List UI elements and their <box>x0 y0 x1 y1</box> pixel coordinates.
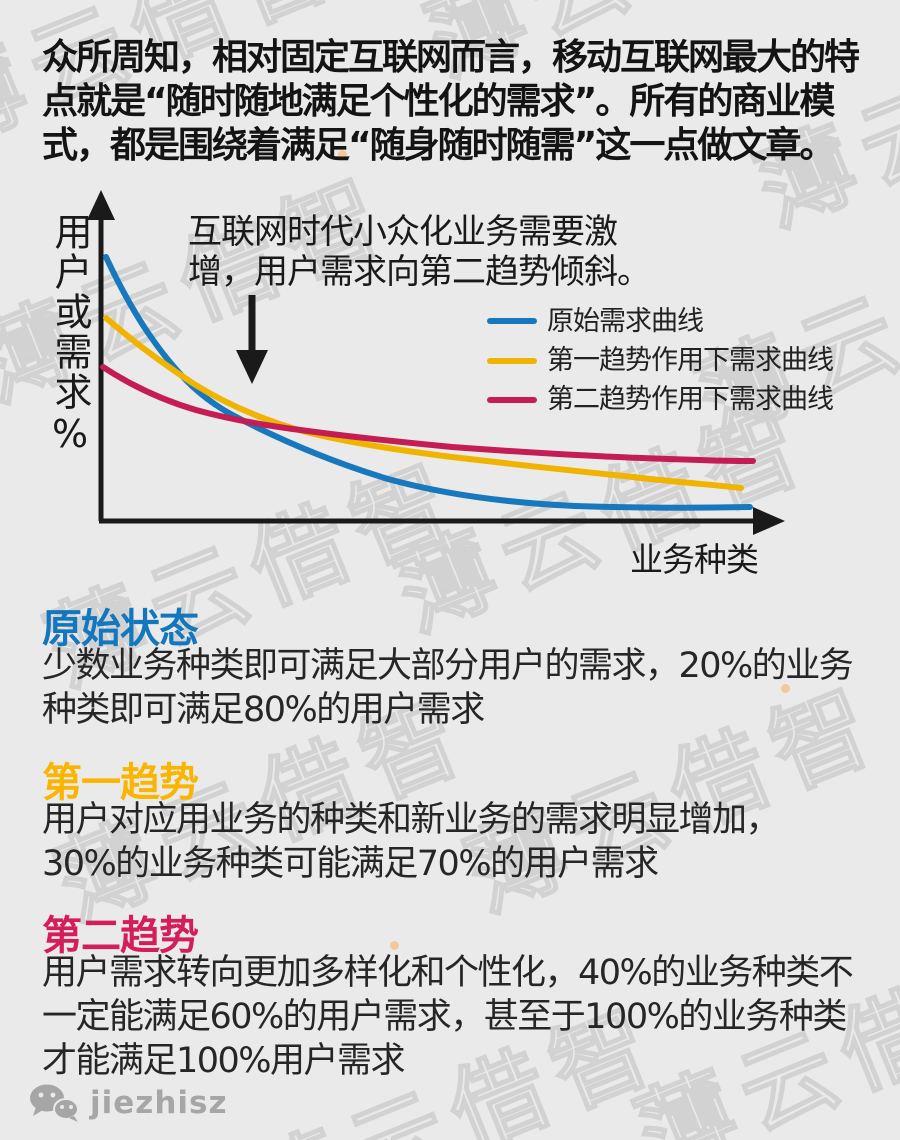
intro-line: 点就是“随时随地满足个性化的需求”。所有的商业模 <box>42 81 835 122</box>
y-axis-label: 用户或需求% <box>48 212 92 458</box>
x-axis-label: 业务种类 <box>630 540 759 579</box>
watermark-text: 薄云借智 <box>682 191 900 458</box>
annotation-line: 互联网时代小众化业务需要激 <box>188 212 618 252</box>
section-title-original-state: 原始状态 <box>42 606 199 652</box>
legend-label-second-trend: 第二趋势作用下需求曲线 <box>547 384 834 415</box>
section-title-first-trend: 第一趋势 <box>42 760 199 806</box>
section-body-line: 30%的业务种类可能满足70%的用户需求 <box>42 844 659 884</box>
section-body-line: 种类即可满足80%的用户需求 <box>42 690 485 730</box>
footer-credit: jiezhisz <box>28 1084 228 1122</box>
chart-annotation: 互联网时代小众化业务需要激 增，用户需求向第二趋势倾斜。 <box>188 212 651 292</box>
wechat-icon <box>30 1084 79 1122</box>
account-handle: jiezhisz <box>90 1085 228 1121</box>
annotation-line: 增，用户需求向第二趋势倾斜。 <box>188 252 651 292</box>
legend-label-original: 原始需求曲线 <box>547 306 704 337</box>
section-title-second-trend: 第二趋势 <box>42 913 199 959</box>
section-body-line: 少数业务种类即可满足大部分用户的需求，20%的业务 <box>42 646 854 686</box>
watermark-accent-dot <box>390 941 399 950</box>
annotation-down-arrow-icon <box>236 295 268 384</box>
section-body-second-trend: 用户需求转向更加多样化和个性化，40%的业务种类不 一定能满足60%的用户需求，… <box>42 951 882 1083</box>
intro-line: 式，都是围绕着满足“随身随时随需”这一点做文章。 <box>42 125 835 166</box>
curve-original-demand <box>103 254 753 511</box>
section-body-line: 一定能满足60%的用户需求，甚至于100%的业务种类 <box>42 997 847 1037</box>
legend-label-first-trend: 第一趋势作用下需求曲线 <box>547 345 834 376</box>
section-body-line: 用户需求转向更加多样化和个性化，40%的业务种类不 <box>42 953 854 993</box>
x-axis-arrow-icon <box>753 507 785 535</box>
section-body-original-state: 少数业务种类即可满足大部分用户的需求，20%的业务 种类即可满足80%的用户需求 <box>42 644 882 732</box>
intro-line: 众所周知，相对固定互联网而言，移动互联网最大的特 <box>42 37 860 78</box>
section-body-line: 才能满足100%用户需求 <box>42 1041 406 1081</box>
section-body-line: 用户对应用业务的种类和新业务的需求明显增加， <box>42 800 781 840</box>
intro-paragraph: 众所周知，相对固定互联网而言，移动互联网最大的特 点就是“随时随地满足个性化的需… <box>42 36 872 168</box>
section-body-first-trend: 用户对应用业务的种类和新业务的需求明显增加， 30%的业务种类可能满足70%的用… <box>42 798 882 886</box>
